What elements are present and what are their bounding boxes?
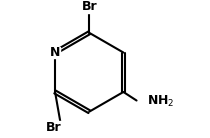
Text: Br: Br [46,121,62,134]
Bar [81,0,97,13]
Text: Br: Br [81,0,97,13]
Bar [50,47,60,58]
Text: NH$_2$: NH$_2$ [147,94,174,109]
Text: N: N [50,46,60,59]
Bar [142,95,163,108]
Bar [45,121,62,134]
